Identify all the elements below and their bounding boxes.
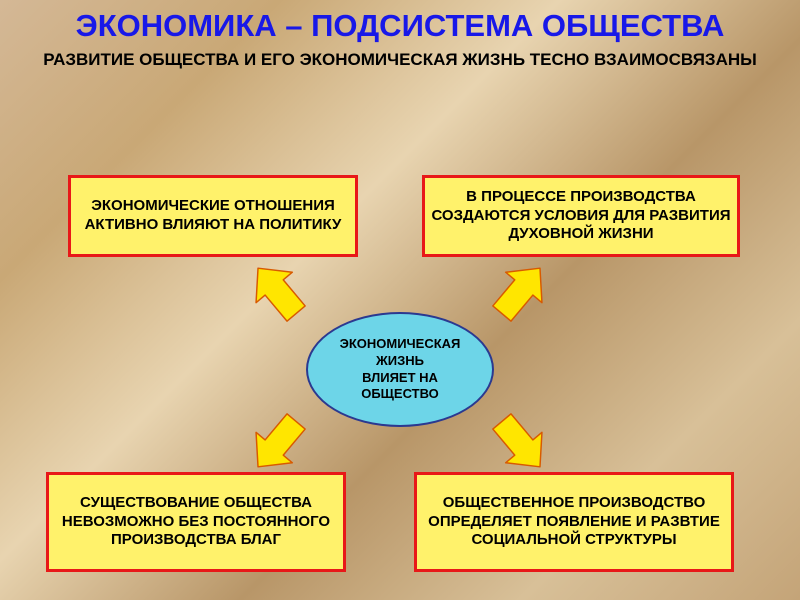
box-bottom-right: ОБЩЕСТВЕННОЕ ПРОИЗВОДСТВО ОПРЕДЕЛЯЕТ ПОЯ… xyxy=(414,472,734,572)
box-top-right-text: В ПРОЦЕССЕ ПРОИЗВОДСТВА СОЗДАЮТСЯ УСЛОВИ… xyxy=(431,188,731,244)
box-bottom-left: СУЩЕСТВОВАНИЕ ОБЩЕСТВА НЕВОЗМОЖНО БЕЗ ПО… xyxy=(46,472,346,572)
box-bottom-left-text: СУЩЕСТВОВАНИЕ ОБЩЕСТВА НЕВОЗМОЖНО БЕЗ ПО… xyxy=(55,494,337,550)
slide-subtitle: РАЗВИТИЕ ОБЩЕСТВА И ЕГО ЭКОНОМИЧЕСКАЯ ЖИ… xyxy=(0,50,800,70)
slide-title: ЭКОНОМИКА – ПОДСИСТЕМА ОБЩЕСТВА xyxy=(0,0,800,44)
box-bottom-right-text: ОБЩЕСТВЕННОЕ ПРОИЗВОДСТВО ОПРЕДЕЛЯЕТ ПОЯ… xyxy=(423,494,725,550)
center-ellipse-text: ЭКОНОМИЧЕСКАЯ ЖИЗНЬ ВЛИЯЕТ НА ОБЩЕСТВО xyxy=(308,336,492,404)
center-ellipse: ЭКОНОМИЧЕСКАЯ ЖИЗНЬ ВЛИЯЕТ НА ОБЩЕСТВО xyxy=(306,312,494,427)
box-top-left: ЭКОНОМИЧЕСКИЕ ОТНОШЕНИЯ АКТИВНО ВЛИЯЮТ Н… xyxy=(68,175,358,257)
box-top-left-text: ЭКОНОМИЧЕСКИЕ ОТНОШЕНИЯ АКТИВНО ВЛИЯЮТ Н… xyxy=(77,197,349,235)
box-top-right: В ПРОЦЕССЕ ПРОИЗВОДСТВА СОЗДАЮТСЯ УСЛОВИ… xyxy=(422,175,740,257)
